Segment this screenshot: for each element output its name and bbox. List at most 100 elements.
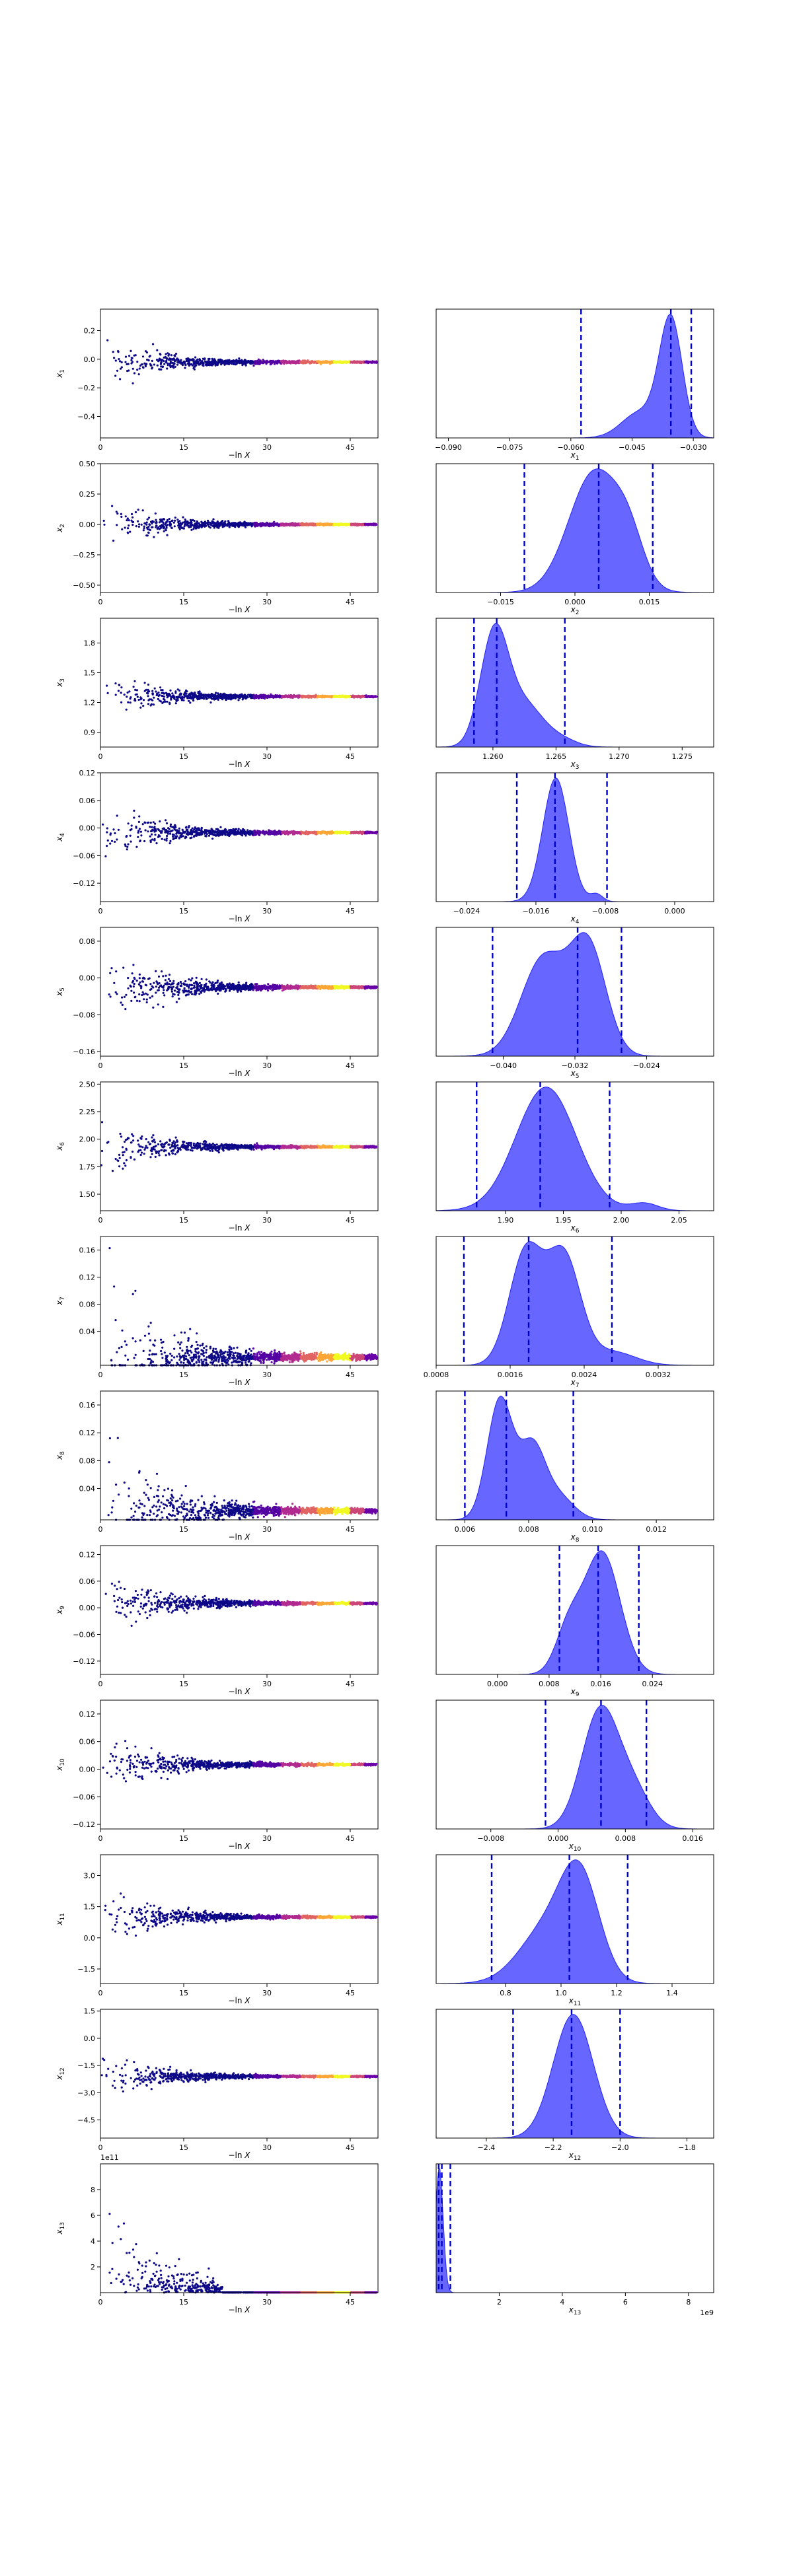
trace-point: [354, 695, 357, 698]
trace-point: [109, 834, 112, 836]
trace-point: [247, 694, 250, 696]
trace-point: [221, 520, 224, 522]
trace-point: [184, 519, 186, 521]
trace-point: [154, 834, 157, 836]
trace-point: [162, 524, 165, 526]
trace-point: [280, 360, 282, 363]
trace-point: [151, 690, 154, 692]
trace-point: [129, 530, 132, 533]
trace-point: [131, 357, 133, 359]
trace-axes-frame: [100, 463, 379, 593]
trace-point: [106, 839, 109, 842]
x-tick-label: −0.045: [619, 443, 646, 452]
trace-point: [117, 828, 120, 831]
trace-point: [145, 521, 148, 524]
trace-point: [149, 364, 152, 367]
trace-point: [211, 364, 213, 367]
trace-point: [233, 695, 236, 698]
trace-point: [114, 682, 117, 685]
trace-point: [180, 699, 183, 701]
trace-point: [165, 692, 167, 694]
trace-point: [223, 363, 226, 365]
trace-point: [369, 361, 372, 363]
trace-point: [176, 519, 179, 521]
trace-point: [106, 339, 109, 341]
trace-point: [173, 354, 176, 357]
trace-point: [150, 521, 153, 524]
trace-point: [160, 689, 163, 692]
trace-point: [186, 690, 188, 693]
trace-point: [159, 353, 162, 356]
trace-point: [206, 698, 208, 700]
trace-point: [139, 696, 142, 699]
trace-point: [223, 692, 225, 695]
trace-point: [151, 343, 155, 345]
trace-point: [269, 363, 272, 365]
trace-point: [304, 523, 307, 526]
x-tick-label: 0: [98, 443, 103, 452]
y-tick-label: −0.25: [73, 551, 95, 559]
trace-point: [171, 361, 174, 365]
trace-point: [155, 359, 159, 361]
trace-point: [138, 367, 141, 370]
trace-point: [321, 523, 324, 526]
trace-point: [163, 363, 166, 365]
trace-point: [243, 694, 246, 697]
trace-point: [174, 365, 176, 368]
trace-point: [123, 694, 126, 696]
trace-point: [311, 523, 313, 526]
trace-point: [209, 694, 213, 696]
trace-point: [276, 522, 279, 524]
trace-point: [165, 839, 168, 842]
trace-point: [127, 701, 130, 703]
y-tick-label: 0.9: [84, 729, 96, 737]
trace-point: [148, 698, 151, 701]
trace-point: [112, 351, 114, 353]
trace-point: [365, 695, 367, 698]
trace-point: [163, 530, 165, 532]
trace-point: [126, 691, 129, 694]
trace-point: [293, 360, 295, 363]
trace-point: [165, 353, 167, 355]
trace-point: [280, 524, 283, 526]
trace-point: [169, 842, 171, 845]
trace-point: [266, 360, 268, 363]
trace-point: [176, 363, 179, 366]
trace-point: [126, 363, 128, 366]
trace-point: [135, 689, 138, 692]
trace-point: [213, 526, 215, 529]
trace-point: [192, 699, 195, 702]
trace-point: [372, 696, 375, 698]
trace-point: [211, 360, 213, 363]
trace-point: [174, 519, 176, 522]
trace-point: [196, 520, 198, 523]
trace-point: [235, 359, 238, 362]
trace-point: [169, 366, 172, 369]
trace-point: [142, 699, 145, 701]
trace-point: [186, 521, 188, 524]
trace-point: [283, 696, 285, 699]
trace-point: [152, 821, 155, 824]
trace-point: [375, 361, 378, 364]
trace-point: [159, 830, 161, 832]
trace-point: [176, 688, 179, 691]
trace-point: [339, 360, 342, 363]
trace-point: [116, 369, 119, 372]
trace-point: [213, 358, 215, 361]
trace-point: [268, 525, 271, 528]
x-tick-label: 1.270: [609, 752, 630, 761]
trace-point: [221, 522, 224, 525]
x-tick-label: 1.260: [482, 752, 504, 761]
trace-point: [156, 693, 159, 696]
trace-point: [184, 363, 187, 367]
trace-point: [161, 692, 163, 694]
x-tick-label: 30: [262, 443, 272, 452]
trace-point: [245, 695, 248, 698]
trace-point: [114, 375, 117, 377]
trace-point: [326, 523, 328, 526]
trace-y-label: x2: [55, 524, 66, 533]
trace-point: [223, 522, 226, 524]
trace-panel: 0 15 30 450.91.21.51.8−ln Xx3: [55, 618, 379, 769]
trace-point: [187, 524, 190, 526]
